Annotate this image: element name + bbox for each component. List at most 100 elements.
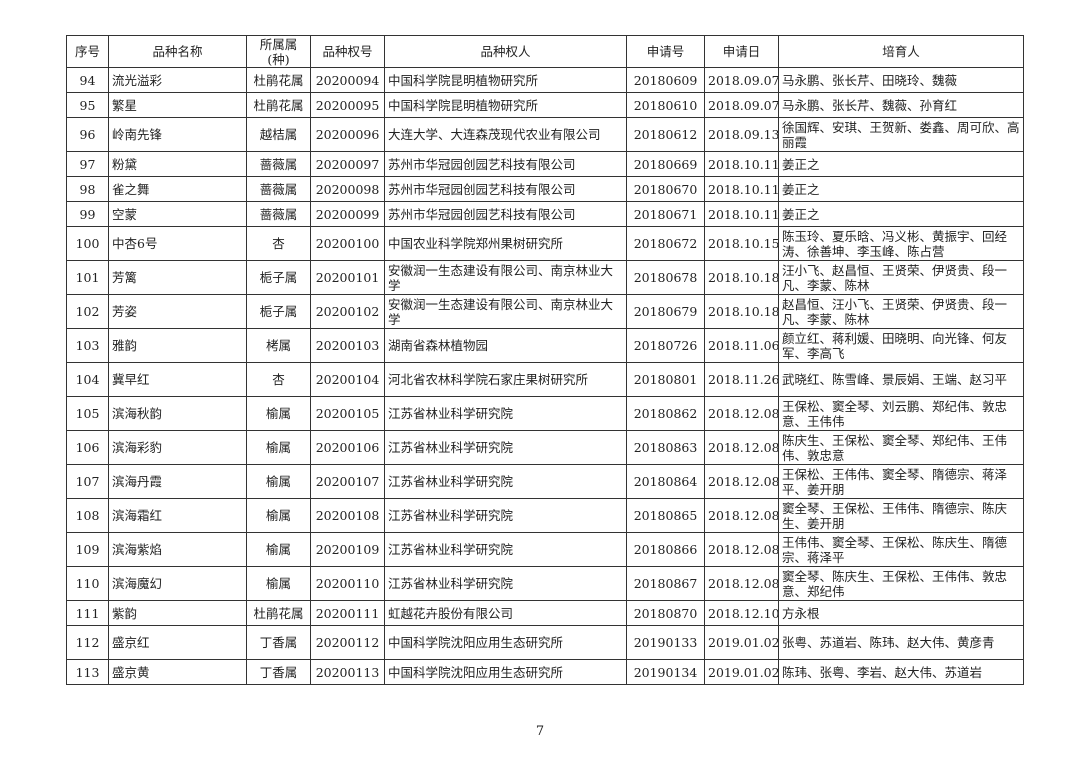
genus-cell: 杏: [246, 226, 311, 261]
owner-cell: 大连大学、大连森茂现代农业有限公司: [384, 117, 627, 152]
breeders-cell: 窦全琴、王保松、王伟伟、隋德宗、陈庆生、姜开朋: [778, 498, 1024, 533]
owner-cell: 苏州市华冠园创园艺科技有限公司: [384, 176, 627, 202]
genus-cell: 榆属: [246, 498, 311, 533]
table-row: 100 中杏6号杏 20200100 中国农业科学院郑州果树研究所 20180672 20…: [66, 226, 1024, 261]
variety-name-cell: 繁星: [108, 92, 247, 118]
header-application-date: 申请日: [704, 35, 779, 68]
genus-cell: 蔷薇属: [246, 176, 311, 202]
breeders-cell: 姜正之: [778, 176, 1024, 202]
variety-name-cell: 滨海彩豹: [108, 430, 247, 465]
row-index-cell: 105: [66, 396, 109, 431]
owner-cell: 中国科学院沈阳应用生态研究所: [384, 659, 627, 685]
table-row: 103 雅韵 栲属 20200103 湖南省森林植物园 20180726 2018.11.0…: [66, 328, 1024, 363]
application-number-cell: 20180864: [626, 464, 705, 499]
variety-name-cell: 雀之舞: [108, 176, 247, 202]
application-number-cell: 20180866: [626, 532, 705, 567]
genus-cell: 蔷薇属: [246, 201, 311, 227]
row-index-cell: 94: [66, 67, 109, 93]
right-number-cell: 20200111: [310, 600, 385, 626]
breeders-cell: 陈玮、张粤、李岩、赵大伟、苏道岩: [778, 659, 1024, 685]
owner-cell: 中国科学院昆明植物研究所: [384, 67, 627, 93]
application-date-cell: 2018.12.08: [704, 396, 779, 431]
table-row: 106 滨海彩豹 榆属 20200106 江苏省林业科学研究院 20180863 2018.…: [66, 430, 1024, 465]
row-index-cell: 102: [66, 294, 109, 329]
right-number-cell: 20200103: [310, 328, 385, 363]
breeders-cell: 方永根: [778, 600, 1024, 626]
application-date-cell: 2018.09.13: [704, 117, 779, 152]
row-index-cell: 100: [66, 226, 109, 261]
table-row: 110 滨海魔幻 榆属 20200110 江苏省林业科学研究院 20180867 2018.…: [66, 566, 1024, 601]
application-number-cell: 20180669: [626, 151, 705, 177]
application-number-cell: 20180609: [626, 67, 705, 93]
row-index-cell: 98: [66, 176, 109, 202]
right-number-cell: 20200110: [310, 566, 385, 601]
application-number-cell: 20180726: [626, 328, 705, 363]
genus-cell: 丁香属: [246, 625, 311, 660]
application-number-cell: 20180679: [626, 294, 705, 329]
genus-cell: 榆属: [246, 396, 311, 431]
table-row: 101 芳篱 栀子属 20200101 安徽润一生态建设有限公司、南京林业大学 20180…: [66, 260, 1024, 295]
variety-rights-table: 序号 品种名称 所属属(种) 品种权号 品种权人 申请号 申请日 培育人 94 流…: [66, 35, 1024, 685]
variety-name-cell: 盛京黄: [108, 659, 247, 685]
owner-cell: 江苏省林业科学研究院: [384, 498, 627, 533]
variety-name-cell: 滨海丹霞: [108, 464, 247, 499]
header-row: 序号 品种名称 所属属(种) 品种权号 品种权人 申请号 申请日 培育人: [66, 35, 1024, 68]
application-number-cell: 20180867: [626, 566, 705, 601]
header-breeders: 培育人: [778, 35, 1024, 68]
owner-cell: 安徽润一生态建设有限公司、南京林业大学: [384, 294, 627, 329]
application-date-cell: 2018.12.08: [704, 430, 779, 465]
table-row: 107 滨海丹霞 榆属 20200107 江苏省林业科学研究院 20180864 2018.…: [66, 464, 1024, 499]
owner-cell: 江苏省林业科学研究院: [384, 396, 627, 431]
variety-name-cell: 粉黛: [108, 151, 247, 177]
genus-cell: 榆属: [246, 430, 311, 465]
application-date-cell: 2018.10.11: [704, 201, 779, 227]
variety-name-cell: 空蒙: [108, 201, 247, 227]
row-index-cell: 108: [66, 498, 109, 533]
application-date-cell: 2018.10.11: [704, 151, 779, 177]
header-genus: 所属属(种): [246, 35, 311, 68]
genus-cell: 栀子属: [246, 260, 311, 295]
table-row: 97 粉黛 蔷薇属 20200097 苏州市华冠园创园艺科技有限公司 20180669 20…: [66, 151, 1024, 177]
header-variety-name: 品种名称: [108, 35, 247, 68]
row-index-cell: 95: [66, 92, 109, 118]
variety-name-cell: 冀早红: [108, 362, 247, 397]
variety-name-cell: 盛京红: [108, 625, 247, 660]
application-number-cell: 20180862: [626, 396, 705, 431]
application-date-cell: 2018.10.18: [704, 260, 779, 295]
row-index-cell: 101: [66, 260, 109, 295]
right-number-cell: 20200096: [310, 117, 385, 152]
breeders-cell: 张粤、苏道岩、陈玮、赵大伟、黄彦青: [778, 625, 1024, 660]
application-date-cell: 2019.01.02: [704, 625, 779, 660]
variety-name-cell: 岭南先锋: [108, 117, 247, 152]
right-number-cell: 20200105: [310, 396, 385, 431]
application-date-cell: 2018.12.08: [704, 532, 779, 567]
right-number-cell: 20200112: [310, 625, 385, 660]
table-row: 98 雀之舞 蔷薇属 20200098 苏州市华冠园创园艺科技有限公司 20180670 2…: [66, 176, 1024, 202]
owner-cell: 江苏省林业科学研究院: [384, 566, 627, 601]
breeders-cell: 姜正之: [778, 201, 1024, 227]
owner-cell: 江苏省林业科学研究院: [384, 532, 627, 567]
breeders-cell: 徐国辉、安琪、王贺新、娄鑫、周可欣、高丽霞: [778, 117, 1024, 152]
genus-cell: 栀子属: [246, 294, 311, 329]
owner-cell: 苏州市华冠园创园艺科技有限公司: [384, 201, 627, 227]
application-date-cell: 2018.10.11: [704, 176, 779, 202]
owner-cell: 中国科学院沈阳应用生态研究所: [384, 625, 627, 660]
right-number-cell: 20200109: [310, 532, 385, 567]
table-row: 99 空蒙 蔷薇属 20200099 苏州市华冠园创园艺科技有限公司 20180671 20…: [66, 201, 1024, 227]
application-number-cell: 20180670: [626, 176, 705, 202]
row-index-cell: 107: [66, 464, 109, 499]
owner-cell: 中国科学院昆明植物研究所: [384, 92, 627, 118]
breeders-cell: 武晓红、陈雪峰、景辰娟、王端、赵习平: [778, 362, 1024, 397]
breeders-cell: 颜立红、蒋利媛、田晓明、向光锋、何友军、李高飞: [778, 328, 1024, 363]
genus-cell: 榆属: [246, 532, 311, 567]
row-index-cell: 103: [66, 328, 109, 363]
breeders-cell: 王保松、王伟伟、窦全琴、隋德宗、蒋泽平、姜开朋: [778, 464, 1024, 499]
application-number-cell: 20180870: [626, 600, 705, 626]
row-index-cell: 106: [66, 430, 109, 465]
application-date-cell: 2018.10.18: [704, 294, 779, 329]
table-row: 95 繁星 杜鹃花属 20200095 中国科学院昆明植物研究所 20180610 2018…: [66, 92, 1024, 118]
table-row: 113 盛京黄 丁香属 20200113 中国科学院沈阳应用生态研究所 20190134 2…: [66, 659, 1024, 685]
genus-cell: 榆属: [246, 464, 311, 499]
breeders-cell: 陈玉玲、夏乐晗、冯义彬、黄振宇、回经涛、徐善坤、李玉峰、陈占营: [778, 226, 1024, 261]
application-number-cell: 20190134: [626, 659, 705, 685]
